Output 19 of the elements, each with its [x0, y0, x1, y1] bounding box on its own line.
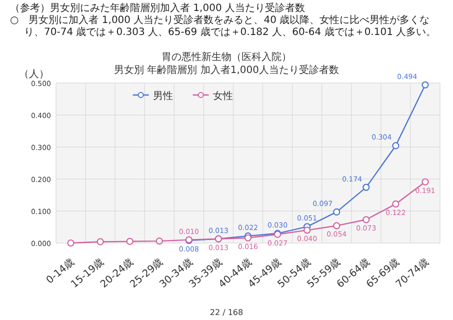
annotation: 22 / 168: [210, 308, 244, 317]
annotation: ○ 男女別に加入者 1,000 人当たり受診者数をみると、40 歳以降、女性に比べ男性が多くなり、70-74 歳では＋0.303 人、65-69 歳では＋0.182 人、60-64 歳では＋0.101 人多い。: [10, 15, 438, 39]
point: [422, 81, 429, 88]
title: 胃の悪性新生物（医科入院）: [162, 52, 292, 63]
annotation: （参考）男女別にみた年齢階層別加入者 1,000 人当たり受診者数: [10, 3, 306, 14]
point: [96, 238, 104, 246]
point: [422, 178, 429, 186]
point: [362, 216, 370, 224]
point: [333, 222, 340, 230]
ylabel: （人）: [19, 69, 49, 80]
point: [304, 226, 311, 234]
point: [333, 208, 340, 216]
point: [67, 239, 74, 247]
point: [126, 238, 134, 245]
point: [362, 184, 370, 191]
point: [392, 142, 400, 150]
point: [156, 238, 163, 245]
point: [392, 200, 400, 208]
subtitle: 男女別 年齢階層別 加入者1,000人当たり受診者数: [114, 65, 339, 76]
